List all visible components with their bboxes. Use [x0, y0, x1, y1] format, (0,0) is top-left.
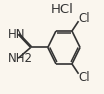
Text: HCl: HCl	[51, 3, 74, 16]
Text: HN: HN	[8, 28, 25, 41]
Text: Cl: Cl	[79, 71, 90, 84]
Text: Cl: Cl	[79, 12, 90, 25]
Text: NH2: NH2	[8, 52, 33, 65]
